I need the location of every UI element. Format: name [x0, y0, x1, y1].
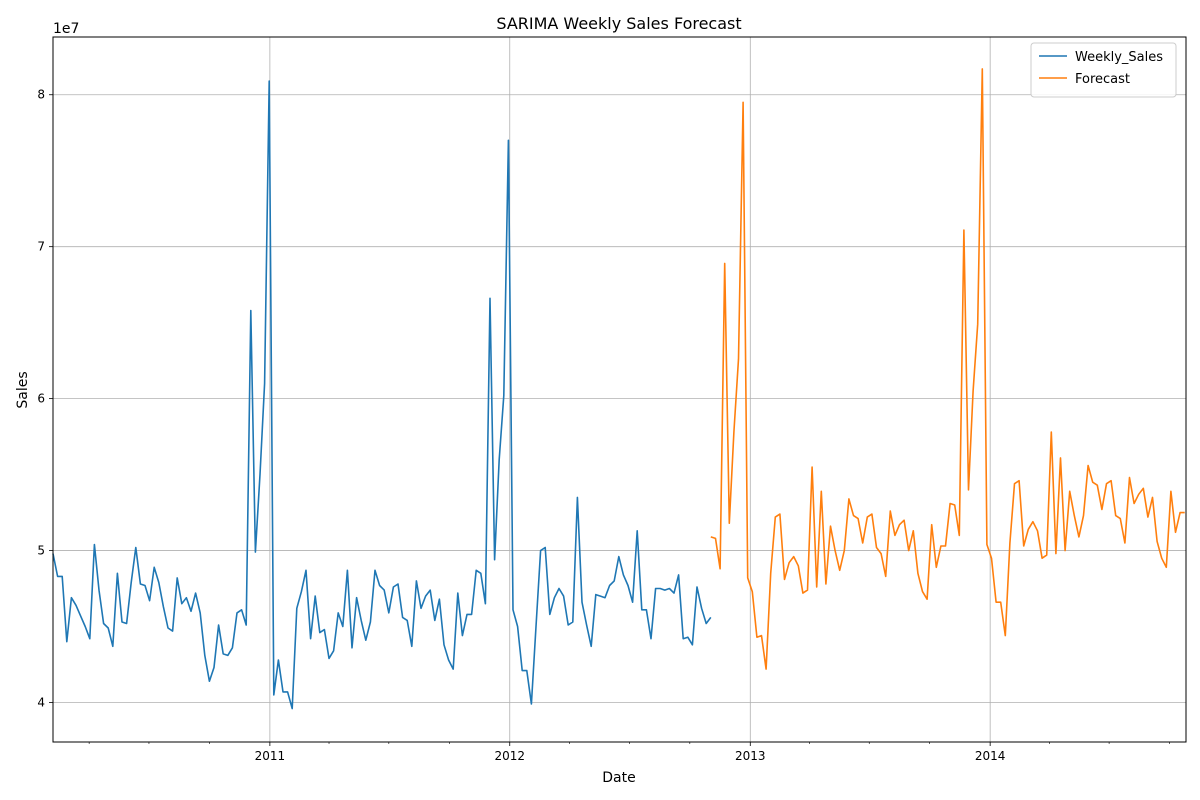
plot-frame — [52, 36, 1187, 743]
series-line-1 — [710, 68, 1185, 670]
legend-label-1: Forecast — [1075, 72, 1130, 87]
y-tick-label: 7 — [37, 240, 45, 254]
y-axis-label: Sales — [15, 371, 31, 408]
x-tick-label: 2011 — [255, 749, 286, 763]
x-tick-label: 2014 — [975, 749, 1006, 763]
legend: Weekly_Sales Forecast — [1030, 42, 1177, 98]
y-tick-label: 6 — [37, 392, 45, 406]
y-tick-label: 5 — [37, 544, 45, 558]
series-line-0 — [52, 80, 712, 710]
grid — [53, 37, 1186, 742]
chart-title: SARIMA Weekly Sales Forecast — [496, 14, 741, 33]
y-tick-label: 8 — [37, 88, 45, 102]
series-layer — [52, 68, 1185, 710]
legend-label-0: Weekly_Sales — [1075, 50, 1163, 65]
x-tick-label: 2013 — [735, 749, 766, 763]
ticks: 2011 2012 2013 2014 4 5 6 7 8 — [37, 88, 1170, 763]
y-offset-label: 1e7 — [53, 21, 79, 37]
y-tick-label: 4 — [37, 695, 45, 709]
x-axis-label: Date — [602, 770, 635, 786]
legend-box — [1030, 42, 1177, 98]
x-tick-label: 2012 — [494, 749, 525, 763]
